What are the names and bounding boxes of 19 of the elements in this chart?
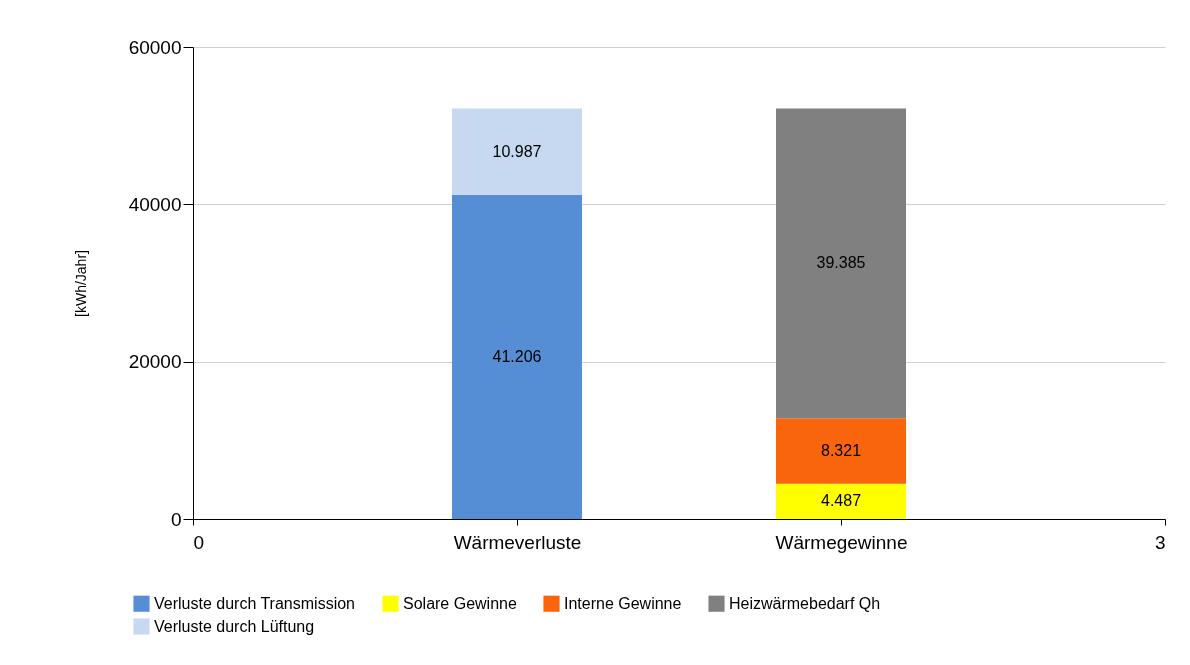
legend-label: Verluste durch Lüftung — [154, 617, 315, 635]
legend-label: Heizwärmebedarf Qh — [729, 594, 881, 612]
y-axis-title: [kWh/Jahr] — [72, 250, 89, 317]
x-tick-label: Wärmeverluste — [453, 531, 582, 553]
data-label: 10.987 — [492, 142, 542, 160]
legend-label: Solare Gewinne — [403, 594, 517, 612]
data-label: 8.321 — [820, 441, 862, 459]
data-label: 41.206 — [492, 347, 542, 365]
y-tick-label: 60000 — [128, 36, 182, 58]
x-tick-label: 3 — [1154, 531, 1166, 553]
y-tick-label: 0 — [170, 508, 182, 530]
x-tick-label: 0 — [193, 531, 205, 553]
legend-label: Verluste durch Transmission — [154, 594, 355, 612]
data-label: 4.487 — [820, 492, 862, 510]
data-label: 39.385 — [816, 254, 866, 272]
legend-label: Interne Gewinne — [564, 594, 682, 612]
y-tick-label: 20000 — [128, 351, 182, 373]
x-tick-label: Wärmegewinne — [775, 531, 908, 553]
y-tick-label: 40000 — [128, 193, 182, 215]
